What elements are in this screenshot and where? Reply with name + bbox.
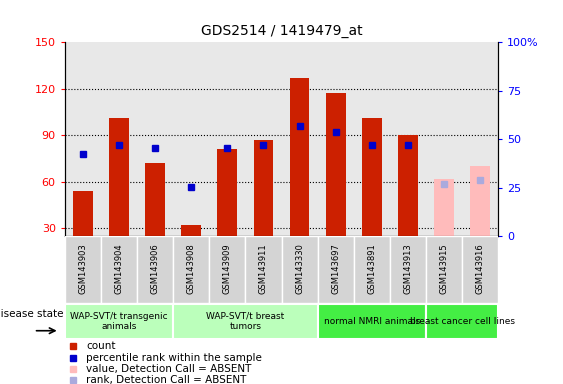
- Bar: [462, 236, 498, 303]
- Bar: [253, 140, 274, 236]
- Bar: [462, 42, 498, 236]
- Text: percentile rank within the sample: percentile rank within the sample: [87, 353, 262, 362]
- Bar: [390, 236, 426, 303]
- Text: GSM143903: GSM143903: [78, 243, 87, 294]
- Bar: [318, 42, 354, 236]
- Text: GSM143916: GSM143916: [476, 243, 485, 294]
- Text: WAP-SVT/t transgenic
animals: WAP-SVT/t transgenic animals: [70, 312, 168, 331]
- Bar: [137, 42, 173, 236]
- Bar: [101, 236, 137, 303]
- Text: count: count: [87, 341, 116, 351]
- Text: GSM143909: GSM143909: [223, 243, 232, 294]
- Bar: [318, 304, 426, 339]
- Text: GSM143913: GSM143913: [404, 243, 413, 294]
- Bar: [209, 42, 245, 236]
- Text: WAP-SVT/t breast
tumors: WAP-SVT/t breast tumors: [206, 312, 284, 331]
- Bar: [145, 163, 165, 236]
- Bar: [209, 236, 245, 303]
- Bar: [173, 236, 209, 303]
- Title: GDS2514 / 1419479_at: GDS2514 / 1419479_at: [200, 25, 363, 38]
- Text: GSM143904: GSM143904: [114, 243, 123, 294]
- Text: normal NMRI animals: normal NMRI animals: [324, 317, 420, 326]
- Bar: [181, 225, 201, 236]
- Bar: [245, 42, 282, 236]
- Bar: [362, 118, 382, 236]
- Bar: [101, 42, 137, 236]
- Bar: [217, 149, 237, 236]
- Bar: [289, 78, 310, 236]
- Bar: [398, 135, 418, 236]
- Bar: [326, 93, 346, 236]
- Text: GSM143908: GSM143908: [187, 243, 196, 294]
- Bar: [173, 304, 318, 339]
- Text: GSM143891: GSM143891: [367, 243, 376, 294]
- Text: GSM143697: GSM143697: [331, 243, 340, 294]
- Text: breast cancer cell lines: breast cancer cell lines: [410, 317, 515, 326]
- Bar: [426, 236, 462, 303]
- Bar: [109, 118, 129, 236]
- Bar: [470, 166, 490, 236]
- Bar: [318, 236, 354, 303]
- Bar: [354, 42, 390, 236]
- Text: GSM143330: GSM143330: [295, 243, 304, 294]
- Bar: [65, 304, 173, 339]
- Bar: [426, 304, 498, 339]
- Text: rank, Detection Call = ABSENT: rank, Detection Call = ABSENT: [87, 374, 247, 384]
- Bar: [73, 191, 93, 236]
- Bar: [354, 236, 390, 303]
- Bar: [173, 42, 209, 236]
- Bar: [282, 236, 318, 303]
- Bar: [137, 236, 173, 303]
- Bar: [282, 42, 318, 236]
- Bar: [65, 42, 101, 236]
- Text: value, Detection Call = ABSENT: value, Detection Call = ABSENT: [87, 364, 252, 374]
- Text: GSM143915: GSM143915: [440, 243, 449, 294]
- Bar: [426, 42, 462, 236]
- Bar: [65, 236, 101, 303]
- Bar: [390, 42, 426, 236]
- Bar: [245, 236, 282, 303]
- Bar: [434, 179, 454, 236]
- Text: disease state: disease state: [0, 309, 64, 319]
- Text: GSM143911: GSM143911: [259, 243, 268, 294]
- Text: GSM143906: GSM143906: [150, 243, 159, 294]
